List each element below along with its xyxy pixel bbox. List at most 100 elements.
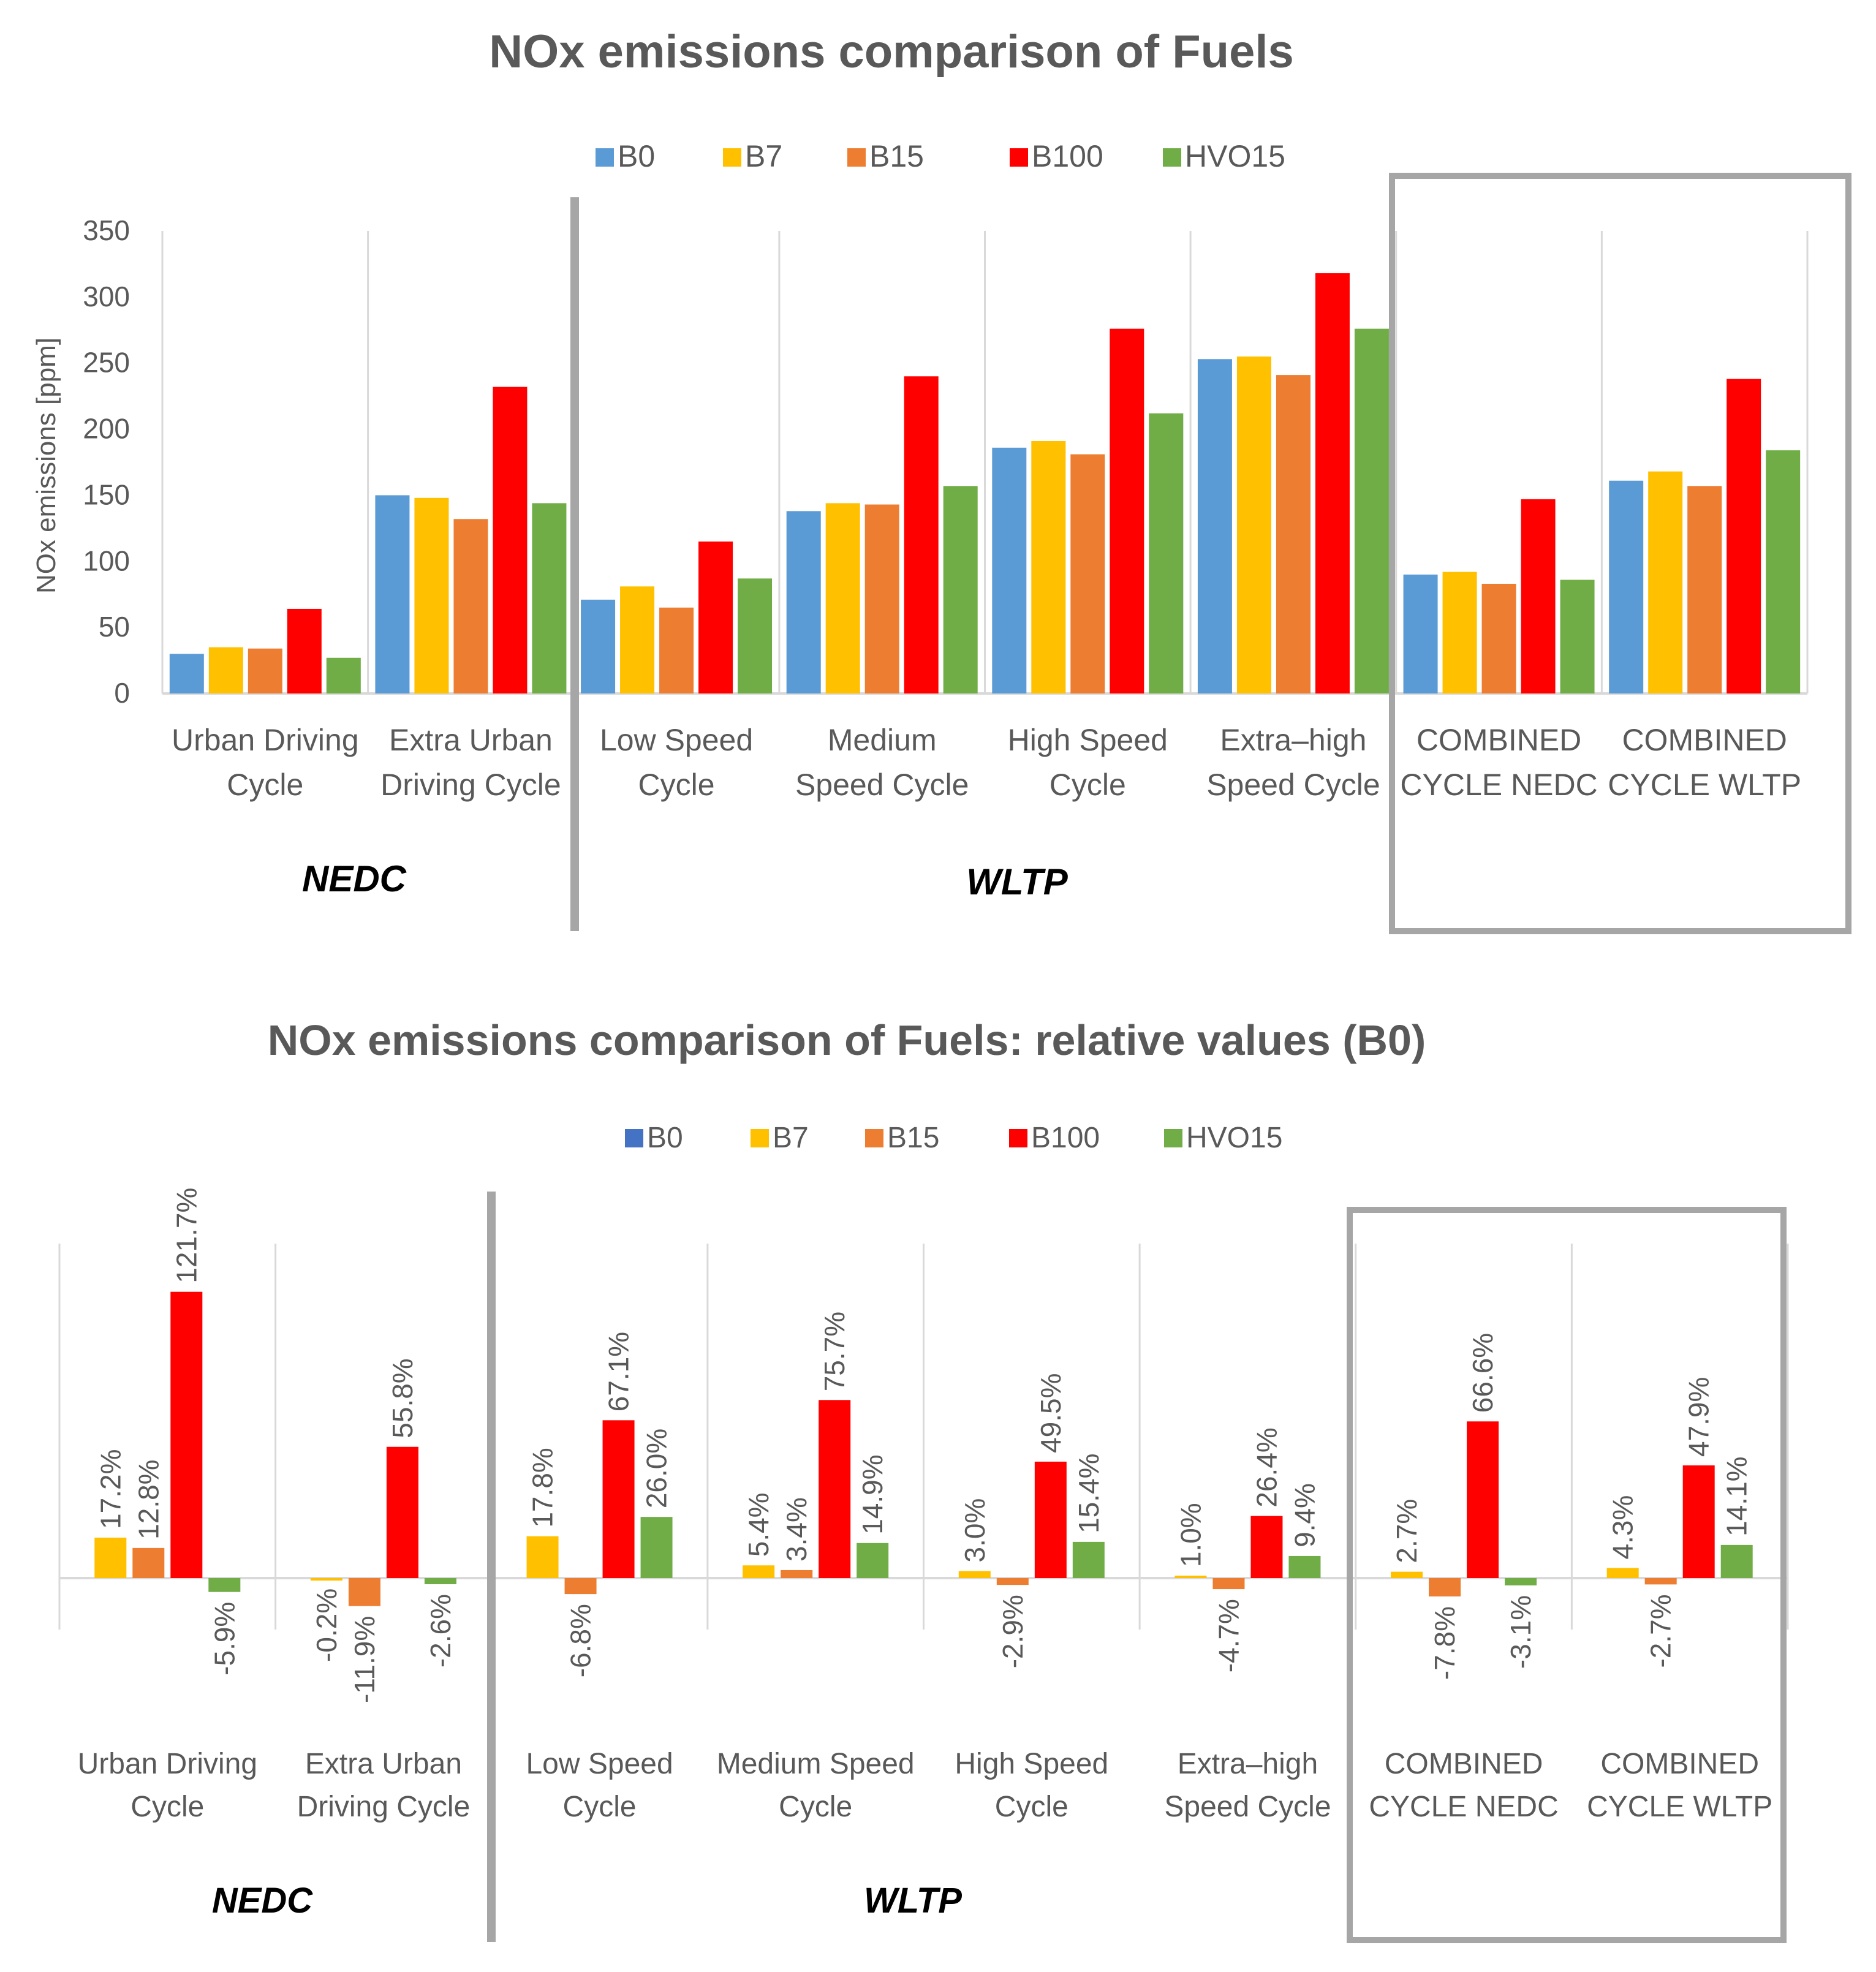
data-label-b15: -4.7% — [1212, 1599, 1244, 1672]
x-tick-label: Low Speed — [526, 1748, 673, 1780]
relative-chart: NOx emissions comparison of Fuels: relat… — [58, 1016, 1789, 1943]
bar-b15 — [453, 519, 488, 693]
x-tick-label: Extra Urban — [389, 723, 553, 757]
bar-b0 — [375, 495, 410, 693]
bar-b7 — [208, 647, 243, 693]
top-x-axis: Urban Driving Cycle Extra Urban Driving Cyc… — [172, 723, 1801, 802]
bar-hvo15 — [1354, 328, 1389, 693]
bottom-bars — [94, 1291, 1753, 1606]
legend-label-b100: B100 — [1032, 139, 1103, 173]
bar-hvo15 — [424, 1578, 456, 1584]
x-tick-label: COMBINED — [1622, 723, 1787, 757]
bar-b15 — [1644, 1578, 1677, 1585]
legend-label-hvo15: HVO15 — [1186, 1122, 1282, 1154]
x-tick-label: Cycle — [563, 1791, 637, 1823]
bar-b15 — [248, 648, 282, 693]
bar-b15 — [1687, 486, 1722, 693]
bottom-group-label-wltp: WLTP — [864, 1881, 962, 1921]
bar-b15 — [1429, 1578, 1461, 1596]
x-tick-label: Speed Cycle — [795, 768, 969, 802]
y-tick-label: 100 — [83, 545, 130, 576]
data-label-b100: 55.8% — [387, 1358, 418, 1438]
x-tick-label: High Speed — [1008, 723, 1168, 757]
data-label-b15: -7.8% — [1429, 1606, 1461, 1680]
bottom-legend: B0 B7 B15 B100 HVO15 — [625, 1122, 1282, 1154]
x-tick-label: Medium Speed — [717, 1748, 915, 1780]
x-tick-label: Speed Cycle — [1206, 768, 1380, 802]
bar-b7 — [958, 1571, 991, 1578]
bar-b0 — [786, 511, 821, 693]
top-y-axis: 0 50 100 150 200 250 300 350 — [83, 214, 1809, 709]
bar-b0 — [169, 654, 204, 693]
x-tick-label: Extra Urban — [305, 1748, 462, 1780]
bar-b100 — [1034, 1461, 1067, 1578]
bar-b0 — [581, 599, 616, 693]
x-tick-label: Driving Cycle — [380, 768, 561, 802]
bar-b100 — [819, 1400, 851, 1578]
x-tick-label: Medium — [828, 723, 937, 757]
legend-label-b15: B15 — [869, 139, 924, 173]
bar-hvo15 — [640, 1517, 673, 1578]
data-label-b100: 75.7% — [819, 1312, 850, 1391]
legend-swatch-b15 — [847, 148, 866, 167]
data-label-hvo15: 14.1% — [1721, 1456, 1753, 1536]
top-combined-highlight-box — [1389, 173, 1851, 934]
bar-b100 — [904, 376, 939, 693]
bar-b15 — [996, 1578, 1029, 1585]
bar-b7 — [743, 1565, 775, 1578]
bar-hvo15 — [1288, 1555, 1321, 1578]
data-label-b15: -2.9% — [997, 1595, 1029, 1668]
bar-b7 — [94, 1537, 127, 1578]
bar-b15 — [659, 607, 694, 693]
legend-label-b7: B7 — [745, 139, 782, 173]
x-tick-label: Extra–high — [1220, 723, 1366, 757]
data-label-b7: 1.0% — [1174, 1503, 1206, 1567]
bar-hvo15 — [857, 1543, 889, 1578]
x-tick-label: Cycle — [1050, 768, 1126, 802]
legend-swatch-b0 — [596, 148, 614, 167]
legend-swatch-b15 — [865, 1129, 883, 1147]
legend-swatch-hvo15 — [1164, 1129, 1182, 1147]
bottom-combined-highlight-box — [1347, 1207, 1787, 1943]
bar-b0 — [1403, 574, 1438, 693]
bar-b7 — [620, 586, 655, 693]
data-label-b100: 67.1% — [603, 1332, 635, 1411]
x-tick-label: COMBINED — [1385, 1748, 1543, 1780]
data-label-hvo15: -3.1% — [1505, 1595, 1537, 1669]
data-label-b15: 3.4% — [781, 1497, 812, 1562]
bar-b7 — [1648, 471, 1683, 693]
bar-b7 — [526, 1536, 559, 1578]
legend-label-b7: B7 — [773, 1122, 809, 1154]
bar-b0 — [1609, 480, 1644, 693]
data-label-b7: 3.0% — [959, 1498, 991, 1563]
x-tick-label: Cycle — [995, 1791, 1068, 1823]
data-label-b100: 49.5% — [1035, 1373, 1067, 1453]
data-label-b7: 5.4% — [743, 1492, 774, 1557]
data-label-b7: -0.2% — [311, 1589, 342, 1662]
bar-b0 — [1197, 359, 1232, 693]
legend-label-b0: B0 — [618, 139, 655, 173]
bar-b7 — [310, 1578, 342, 1581]
bar-b100 — [493, 387, 528, 693]
data-label-b100: 66.6% — [1467, 1333, 1499, 1413]
legend-swatch-b7 — [723, 148, 741, 167]
bar-hvo15 — [532, 503, 567, 693]
data-label-b100: 121.7% — [170, 1188, 202, 1283]
x-tick-label: CYCLE WLTP — [1587, 1791, 1772, 1823]
data-label-b7: 17.8% — [527, 1448, 559, 1527]
bar-b7 — [1391, 1571, 1423, 1578]
data-label-b100: 26.4% — [1250, 1427, 1282, 1507]
data-label-hvo15: 14.9% — [857, 1454, 888, 1534]
bottom-chart-title: NOx emissions comparison of Fuels: relat… — [268, 1016, 1426, 1064]
data-label-hvo15: 26.0% — [641, 1429, 673, 1508]
bar-b7 — [1442, 572, 1477, 693]
y-tick-label: 300 — [83, 281, 130, 312]
data-label-b15: -11.9% — [349, 1616, 380, 1703]
y-tick-label: 350 — [83, 214, 130, 246]
top-bars — [169, 273, 1801, 693]
x-tick-label: Driving Cycle — [297, 1791, 471, 1823]
x-tick-label: Cycle — [227, 768, 303, 802]
bar-b15 — [1481, 583, 1516, 693]
data-label-hvo15: 9.4% — [1288, 1483, 1320, 1547]
